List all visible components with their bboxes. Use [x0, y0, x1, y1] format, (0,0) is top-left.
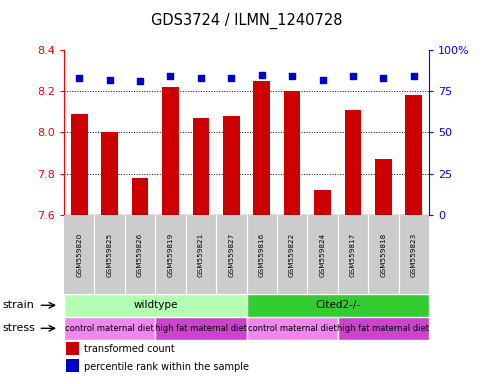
Text: Cited2-/-: Cited2-/-	[315, 300, 360, 310]
Text: GSM559827: GSM559827	[228, 232, 234, 276]
Bar	[66, 342, 79, 355]
Bar	[64, 294, 246, 317]
Point	[75, 75, 83, 81]
Bar	[314, 190, 331, 215]
Bar	[345, 110, 361, 215]
Bar	[102, 132, 118, 215]
Point	[318, 76, 326, 83]
Text: high fat maternal diet: high fat maternal diet	[155, 324, 247, 333]
Bar	[193, 118, 209, 215]
Bar	[66, 359, 79, 372]
Text: wildtype: wildtype	[133, 300, 177, 310]
Text: GSM559816: GSM559816	[259, 232, 265, 276]
Text: GSM559823: GSM559823	[411, 232, 417, 276]
Bar	[246, 294, 429, 317]
Bar	[338, 317, 429, 340]
Text: GSM559824: GSM559824	[319, 232, 325, 276]
Bar	[132, 178, 148, 215]
Text: percentile rank within the sample: percentile rank within the sample	[84, 362, 249, 372]
Bar	[64, 317, 155, 340]
Text: GSM559817: GSM559817	[350, 232, 356, 276]
Point	[349, 73, 357, 79]
Text: control maternal diet: control maternal diet	[247, 324, 337, 333]
Bar	[405, 95, 422, 215]
Bar	[223, 116, 240, 215]
Text: transformed count: transformed count	[84, 344, 175, 354]
Bar	[155, 317, 246, 340]
Text: GDS3724 / ILMN_1240728: GDS3724 / ILMN_1240728	[151, 13, 342, 29]
Bar	[375, 159, 391, 215]
Bar	[246, 317, 338, 340]
Text: GSM559826: GSM559826	[137, 232, 143, 276]
Bar	[284, 91, 300, 215]
Text: GSM559818: GSM559818	[380, 232, 387, 276]
Point	[410, 73, 418, 79]
Bar	[253, 81, 270, 215]
Point	[258, 72, 266, 78]
Text: stress: stress	[2, 323, 35, 333]
Text: GSM559825: GSM559825	[106, 232, 113, 276]
Text: GSM559819: GSM559819	[168, 232, 174, 276]
Text: GSM559822: GSM559822	[289, 232, 295, 276]
Point	[106, 76, 113, 83]
Bar	[162, 87, 179, 215]
Point	[227, 75, 235, 81]
Text: GSM559820: GSM559820	[76, 232, 82, 276]
Point	[380, 75, 387, 81]
Text: GSM559821: GSM559821	[198, 232, 204, 276]
Point	[167, 73, 175, 79]
Bar	[71, 114, 88, 215]
Text: strain: strain	[2, 300, 35, 310]
Point	[288, 73, 296, 79]
Point	[197, 75, 205, 81]
Point	[136, 78, 144, 84]
Text: control maternal diet: control maternal diet	[65, 324, 154, 333]
Text: high fat maternal diet: high fat maternal diet	[337, 324, 429, 333]
